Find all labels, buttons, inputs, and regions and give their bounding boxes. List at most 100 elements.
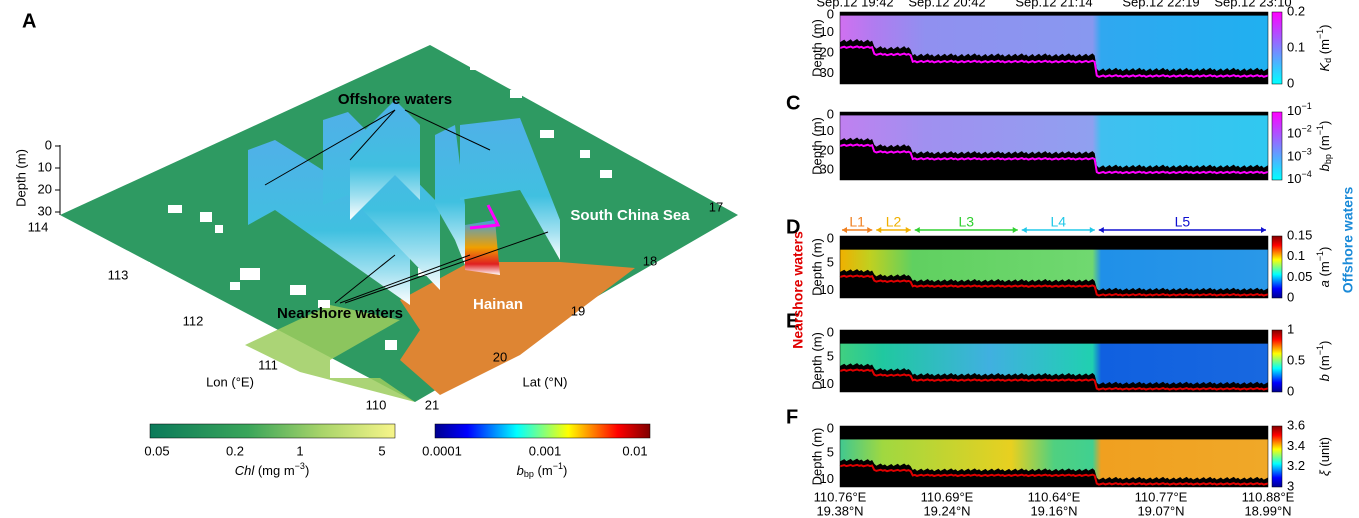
tick-label: 3.4: [1287, 438, 1305, 453]
tick-label: 0: [827, 324, 834, 339]
tick-label: 0: [1287, 383, 1294, 398]
tick-label: 0: [1287, 75, 1294, 90]
tick-label: 0.0001: [422, 443, 462, 458]
bottom-line: [839, 368, 1269, 391]
colorbar: [434, 423, 651, 439]
tick-label: 5: [378, 443, 385, 458]
pre: (mg m: [254, 463, 294, 478]
timestamp: Sep.12 22:19: [1122, 0, 1199, 9]
tick-label: 10−1: [1287, 101, 1312, 118]
x-tick-label: 110.69°E: [921, 489, 974, 504]
arrow-head: [842, 227, 847, 233]
arrow-head: [876, 227, 882, 233]
timestamp: Sep.12 23:10: [1214, 0, 1291, 9]
exp: −1: [1315, 345, 1325, 355]
surface-mask: [840, 426, 1268, 440]
colorbar: [1271, 425, 1283, 488]
colorbar-title: ξ (unit): [1317, 437, 1332, 476]
tick-label: 10: [820, 471, 834, 486]
tick-label: 0: [827, 420, 834, 435]
annotation: Offshore waters: [338, 91, 452, 108]
seabed: [840, 458, 1268, 487]
arrow-head: [1089, 227, 1095, 233]
tick-label: 10: [820, 282, 834, 297]
bottom-line: [839, 463, 1269, 486]
tick-label: 10: [820, 376, 834, 391]
x-tick-label: 19.16°N: [1030, 503, 1077, 518]
x-tick-label: 110.88°E: [1242, 489, 1295, 504]
arrow-head: [905, 227, 911, 233]
tick-label: 10: [820, 24, 834, 39]
exp: −1: [1315, 251, 1325, 261]
pre: (unit): [1317, 437, 1332, 470]
arrow-head: [1261, 227, 1266, 233]
tick-label: 21: [425, 397, 439, 412]
tick-label: 10: [820, 123, 834, 138]
arrow-head: [1098, 227, 1104, 233]
x-tick-label: 19.38°N: [816, 503, 863, 518]
frame: [839, 329, 1269, 393]
exp: −1: [1315, 29, 1325, 39]
post: ): [305, 463, 309, 478]
colorbar-title: bbp (m−1): [517, 461, 568, 479]
coastal-chl: [245, 305, 415, 402]
exp: −1: [553, 461, 563, 471]
tick-label: 19: [571, 303, 585, 318]
post: ): [1317, 247, 1332, 251]
hainan-land: [400, 262, 635, 395]
exp: −1: [1301, 101, 1311, 111]
tick-label: 10−2: [1287, 124, 1312, 141]
tick-label: 114: [28, 219, 49, 234]
frame: [839, 11, 1269, 85]
frame: [839, 111, 1269, 181]
axis-title: Depth (m): [809, 428, 824, 486]
exp: −3: [1301, 147, 1311, 157]
cloud-mask: [140, 60, 612, 350]
annotation: South China Sea: [570, 207, 690, 224]
sub: d: [1323, 58, 1333, 63]
tick-label: 0.15: [1287, 227, 1312, 242]
post: ): [563, 463, 567, 478]
tick-label: 3.6: [1287, 417, 1305, 432]
timestamp: Sep.12 21:14: [1015, 0, 1092, 9]
tick-label: 18: [643, 253, 657, 268]
colorbar-title: bbp (m−1): [1315, 121, 1333, 172]
tick-label: 0.1: [1287, 39, 1305, 54]
tick-label: 10−3: [1287, 147, 1312, 164]
colorbar-title: a (m−1): [1315, 247, 1332, 288]
tick-label: 112: [183, 313, 204, 328]
side-label: Nearshore waters: [790, 231, 806, 349]
tick-label: 0.2: [1287, 3, 1305, 18]
exp: −4: [1301, 169, 1311, 179]
panel-label: D: [786, 216, 800, 238]
axis-title: Depth (m): [809, 238, 824, 296]
colorbar-title: b (m−1): [1315, 341, 1332, 382]
axis-title: Depth (m): [809, 19, 824, 77]
tick-label: 30: [38, 203, 52, 218]
arrow-head: [1021, 227, 1027, 233]
colorbar: [1271, 111, 1283, 181]
tick-label: 113: [108, 267, 129, 282]
var: b: [1317, 374, 1332, 381]
base: 10: [1287, 149, 1301, 164]
tick-label: 3.2: [1287, 458, 1305, 473]
tick-label: 30: [820, 162, 834, 177]
tick-label: 0.2: [226, 443, 244, 458]
tick-label: 0: [827, 106, 834, 121]
tick-label: 5: [827, 444, 834, 459]
frame: [839, 235, 1269, 299]
bottom-line: [839, 143, 1269, 175]
tick-label: 1: [296, 443, 303, 458]
x-tick-label: 18.99°N: [1244, 503, 1291, 518]
tick-label: 1: [1287, 321, 1294, 336]
frame: [839, 425, 1269, 488]
tick-label: 5: [827, 349, 834, 364]
var: ξ: [1317, 469, 1332, 476]
pre: (m: [1317, 261, 1332, 280]
surface-mask: [840, 236, 1268, 250]
tick-label: 0.05: [1287, 269, 1312, 284]
tick-label: 0: [45, 137, 52, 152]
var: b: [517, 463, 524, 478]
tick-label: 3: [1287, 478, 1294, 493]
